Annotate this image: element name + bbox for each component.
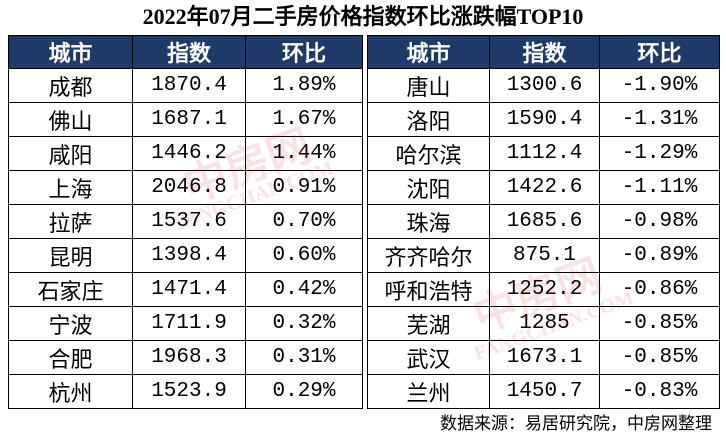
header-cell: 指数 (132, 35, 246, 69)
table-right: 城市 指数 环比 唐山 1300.6 -1.90% 洛阳 1590.4 -1.31% 哈尔滨 111… (367, 35, 720, 409)
header-cell: 城市 (8, 35, 133, 69)
city-cell: 芜湖 (367, 306, 490, 341)
city-cell: 呼和浩特 (367, 272, 490, 307)
row: 咸阳 1446.2 1.44% (8, 136, 363, 171)
index-cell: 1446.2 (132, 136, 246, 171)
city-cell: 唐山 (367, 68, 490, 103)
change-cell: -0.85% (599, 306, 720, 341)
row: 上海 2046.8 0.91% (8, 170, 363, 205)
row: 合肥 1968.3 0.31% (8, 340, 363, 375)
row: 洛阳 1590.4 -1.31% (367, 102, 720, 137)
change-cell: -0.83% (599, 374, 720, 409)
row: 杭州 1523.9 0.29% (8, 374, 363, 409)
change-cell: -1.11% (599, 170, 720, 205)
row: 石家庄 1471.4 0.42% (8, 272, 363, 307)
change-cell: 1.89% (245, 68, 363, 103)
city-cell: 咸阳 (8, 136, 133, 171)
city-cell: 齐齐哈尔 (367, 238, 490, 273)
row: 成都 1870.4 1.89% (8, 68, 363, 103)
index-cell: 1471.4 (132, 272, 246, 307)
city-cell: 拉萨 (8, 204, 133, 239)
row: 宁波 1711.9 0.32% (8, 306, 363, 341)
header-cell: 环比 (599, 35, 720, 69)
index-cell: 1300.6 (489, 68, 600, 103)
index-cell: 1685.6 (489, 204, 600, 239)
index-cell: 1590.4 (489, 102, 600, 137)
index-cell: 1687.1 (132, 102, 246, 137)
header-cell: 环比 (245, 35, 363, 69)
index-cell: 1673.1 (489, 340, 600, 375)
city-cell: 合肥 (8, 340, 133, 375)
index-cell: 1285 (489, 306, 600, 341)
change-cell: -1.31% (599, 102, 720, 137)
city-cell: 石家庄 (8, 272, 133, 307)
change-cell: 0.70% (245, 204, 363, 239)
row: 昆明 1398.4 0.60% (8, 238, 363, 273)
index-cell: 2046.8 (132, 170, 246, 205)
change-cell: -0.86% (599, 272, 720, 307)
index-cell: 1870.4 (132, 68, 246, 103)
change-cell: -0.89% (599, 238, 720, 273)
row: 唐山 1300.6 -1.90% (367, 68, 720, 103)
row: 呼和浩特 1252.2 -0.86% (367, 272, 720, 307)
change-cell: -1.29% (599, 136, 720, 171)
index-cell: 1398.4 (132, 238, 246, 273)
source-note: 数据来源：易居研究院，中房网整理 (440, 414, 712, 433)
city-cell: 哈尔滨 (367, 136, 490, 171)
city-cell: 上海 (8, 170, 133, 205)
header-cell: 指数 (489, 35, 600, 69)
index-cell: 1711.9 (132, 306, 246, 341)
index-cell: 875.1 (489, 238, 600, 273)
city-cell: 杭州 (8, 374, 133, 409)
city-cell: 宁波 (8, 306, 133, 341)
city-cell: 佛山 (8, 102, 133, 137)
city-cell: 成都 (8, 68, 133, 103)
city-cell: 武汉 (367, 340, 490, 375)
change-cell: -1.90% (599, 68, 720, 103)
row: 珠海 1685.6 -0.98% (367, 204, 720, 239)
change-cell: -0.98% (599, 204, 720, 239)
city-cell: 洛阳 (367, 102, 490, 137)
change-cell: 0.42% (245, 272, 363, 307)
index-cell: 1252.2 (489, 272, 600, 307)
change-cell: 0.31% (245, 340, 363, 375)
index-cell: 1968.3 (132, 340, 246, 375)
index-cell: 1537.6 (132, 204, 246, 239)
row: 武汉 1673.1 -0.85% (367, 340, 720, 375)
change-cell: 1.44% (245, 136, 363, 171)
change-cell: 0.29% (245, 374, 363, 409)
table-left: 城市 指数 环比 成都 1870.4 1.89% 佛山 1687.1 1.67% 咸阳 1446.2… (8, 35, 363, 409)
title: 2022年07月二手房价格指数环比涨跌幅TOP10 (142, 4, 584, 29)
index-cell: 1450.7 (489, 374, 600, 409)
city-cell: 昆明 (8, 238, 133, 273)
change-cell: 0.91% (245, 170, 363, 205)
change-cell: 0.60% (245, 238, 363, 273)
city-cell: 沈阳 (367, 170, 490, 205)
row: 齐齐哈尔 875.1 -0.89% (367, 238, 720, 273)
city-cell: 珠海 (367, 204, 490, 239)
index-cell: 1523.9 (132, 374, 246, 409)
row: 佛山 1687.1 1.67% (8, 102, 363, 137)
row: 哈尔滨 1112.4 -1.29% (367, 136, 720, 171)
header-cell: 城市 (367, 35, 490, 69)
row: 沈阳 1422.6 -1.11% (367, 170, 720, 205)
index-cell: 1112.4 (489, 136, 600, 171)
change-cell: 1.67% (245, 102, 363, 137)
index-cell: 1422.6 (489, 170, 600, 205)
change-cell: -0.85% (599, 340, 720, 375)
change-cell: 0.32% (245, 306, 363, 341)
city-cell: 兰州 (367, 374, 490, 409)
row: 兰州 1450.7 -0.83% (367, 374, 720, 409)
header-row: 城市 指数 环比 (8, 35, 363, 69)
row: 拉萨 1537.6 0.70% (8, 204, 363, 239)
row: 芜湖 1285 -0.85% (367, 306, 720, 341)
header-row: 城市 指数 环比 (367, 35, 720, 69)
